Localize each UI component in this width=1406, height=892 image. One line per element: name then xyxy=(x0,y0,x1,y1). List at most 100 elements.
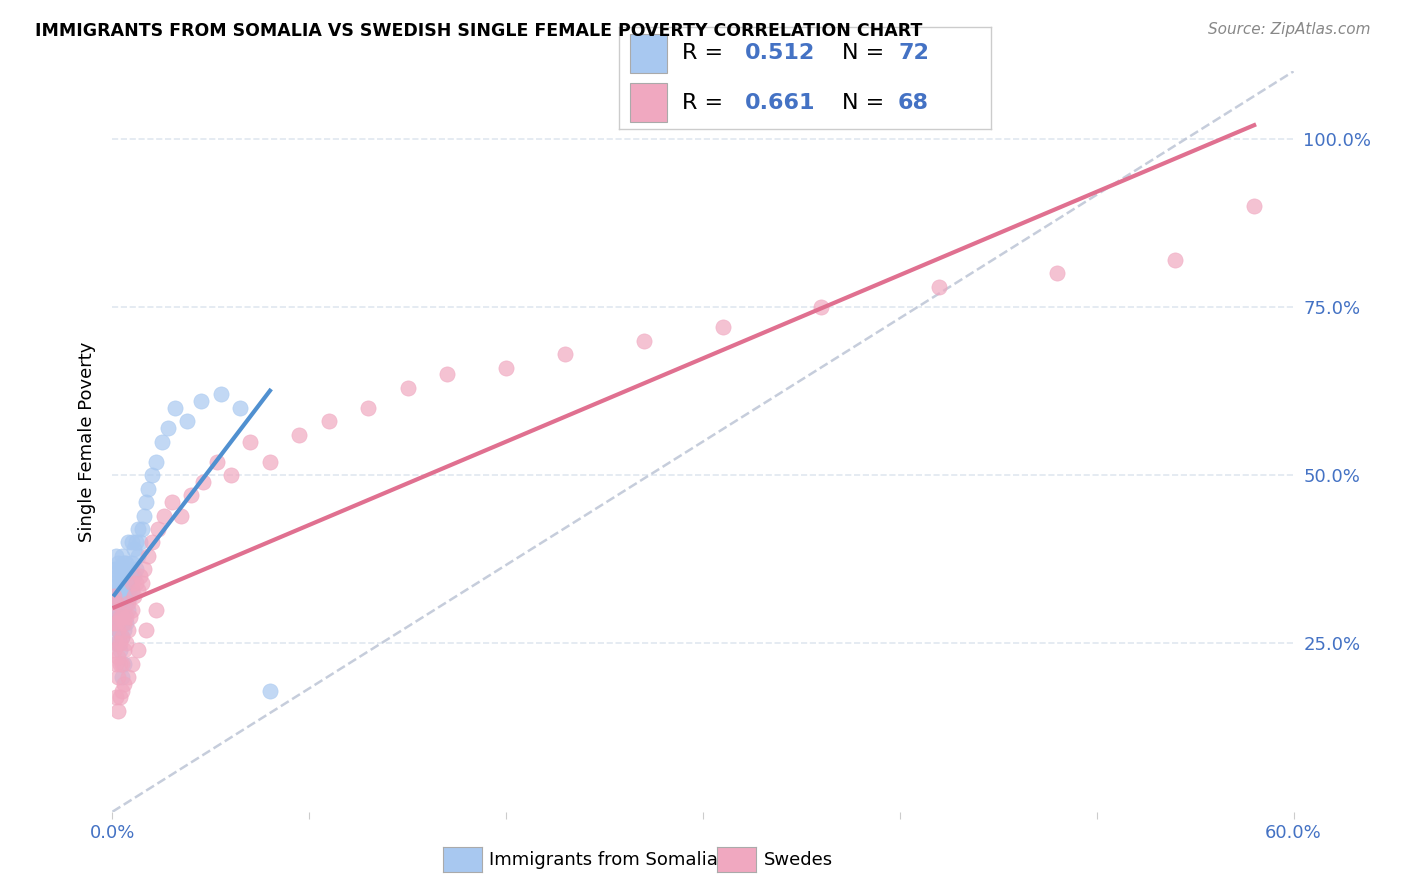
Point xyxy=(117,582,139,597)
Point xyxy=(103,590,125,604)
Point xyxy=(229,401,252,415)
Point xyxy=(107,704,129,718)
Point xyxy=(105,590,128,604)
Y-axis label: Single Female Poverty: Single Female Poverty xyxy=(77,342,96,541)
Point xyxy=(103,603,125,617)
Point xyxy=(111,549,134,563)
Point xyxy=(115,636,138,650)
Point xyxy=(190,394,212,409)
Point xyxy=(132,562,155,576)
Point xyxy=(112,575,135,590)
Point xyxy=(711,320,734,334)
Point xyxy=(219,468,242,483)
Point xyxy=(110,575,132,590)
Point xyxy=(107,649,129,664)
Point xyxy=(122,542,145,557)
Point xyxy=(107,582,129,597)
Point xyxy=(121,575,143,590)
Point xyxy=(107,603,129,617)
Bar xyxy=(630,34,666,73)
Point xyxy=(146,522,169,536)
Point xyxy=(117,603,139,617)
Text: R =: R = xyxy=(682,93,730,112)
Point xyxy=(120,590,142,604)
Point xyxy=(141,468,163,483)
Point xyxy=(115,596,138,610)
Point xyxy=(1164,252,1187,267)
Point xyxy=(110,609,132,624)
Point xyxy=(111,603,134,617)
Bar xyxy=(630,83,666,122)
Point xyxy=(150,434,173,449)
Point xyxy=(107,636,129,650)
Point xyxy=(111,630,134,644)
Point xyxy=(132,508,155,523)
Point xyxy=(136,549,159,563)
Point xyxy=(103,562,125,576)
Point xyxy=(117,670,139,684)
Point xyxy=(111,582,134,597)
Point xyxy=(160,495,183,509)
Point xyxy=(120,569,142,583)
Text: Source: ZipAtlas.com: Source: ZipAtlas.com xyxy=(1208,22,1371,37)
Point xyxy=(105,596,128,610)
Point xyxy=(495,360,517,375)
Point xyxy=(145,455,167,469)
Point xyxy=(115,609,138,624)
Text: N =: N = xyxy=(842,93,891,112)
Text: N =: N = xyxy=(842,44,891,63)
Point xyxy=(1243,199,1265,213)
Point xyxy=(105,603,128,617)
Point xyxy=(103,616,125,631)
Point xyxy=(107,556,129,570)
Point xyxy=(129,535,152,549)
Point xyxy=(110,596,132,610)
Point xyxy=(121,657,143,671)
Point xyxy=(111,569,134,583)
Point xyxy=(152,508,174,523)
Point xyxy=(288,427,311,442)
Point xyxy=(110,562,132,576)
Point xyxy=(180,488,202,502)
Point xyxy=(110,643,132,657)
Point xyxy=(131,522,153,536)
Point xyxy=(105,630,128,644)
Point xyxy=(318,414,340,428)
Point xyxy=(396,381,419,395)
Point xyxy=(810,300,832,314)
Point xyxy=(115,556,138,570)
Point xyxy=(141,535,163,549)
Point xyxy=(239,434,262,449)
Point xyxy=(259,455,281,469)
Point xyxy=(145,603,167,617)
Point xyxy=(122,590,145,604)
Point xyxy=(928,279,950,293)
Point xyxy=(122,569,145,583)
Point xyxy=(117,623,139,637)
Point xyxy=(209,387,232,401)
Point xyxy=(633,334,655,348)
Point xyxy=(105,657,128,671)
Point xyxy=(1046,266,1069,280)
Point xyxy=(117,535,139,549)
Point xyxy=(115,575,138,590)
Point xyxy=(112,623,135,637)
Point xyxy=(105,616,128,631)
Point xyxy=(111,630,134,644)
Point xyxy=(107,670,129,684)
Point xyxy=(436,368,458,382)
Point xyxy=(115,616,138,631)
Text: 0.661: 0.661 xyxy=(745,93,815,112)
Point xyxy=(105,616,128,631)
Point xyxy=(125,575,148,590)
Point xyxy=(112,590,135,604)
Point xyxy=(105,636,128,650)
Point xyxy=(107,609,129,624)
Point xyxy=(110,690,132,705)
Point xyxy=(107,596,129,610)
Text: Swedes: Swedes xyxy=(763,851,832,869)
Point xyxy=(103,575,125,590)
Point xyxy=(125,535,148,549)
Point xyxy=(111,616,134,631)
Point xyxy=(105,562,128,576)
